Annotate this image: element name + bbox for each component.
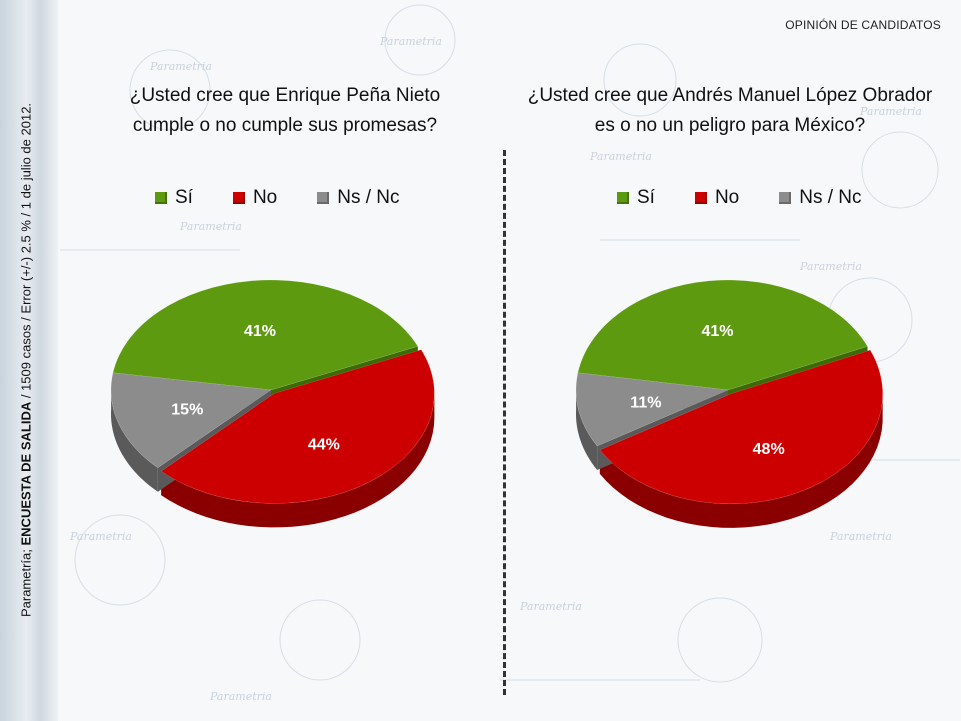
pie-slice-si	[112, 279, 419, 391]
pie-label-nsnc: 15%	[171, 402, 203, 419]
legend-right: Sí No Ns / Nc	[617, 187, 902, 209]
legend-swatch-no	[232, 192, 245, 204]
legend-swatch-no	[694, 192, 707, 204]
legend-item-si: Sí	[617, 187, 655, 209]
pie-label-nsnc: 11%	[630, 394, 661, 411]
pie-slice-wall-no	[599, 390, 883, 528]
legend-label-si: Sí	[637, 187, 655, 208]
legend-label-si: Sí	[175, 187, 193, 208]
legend-swatch-nsnc	[779, 192, 792, 204]
legend-item-no: No	[694, 187, 740, 209]
legend-label-nsnc: Ns / Nc	[337, 187, 400, 208]
pie-slice-no	[599, 349, 883, 505]
legend-swatch-nsnc	[317, 192, 330, 204]
chart-title-left: ¿Usted cree que Enrique Peña Nieto cumpl…	[70, 81, 500, 141]
pie-slice-wall-nsnc	[576, 386, 598, 470]
legend-left: Sí No Ns / Nc	[155, 187, 440, 209]
svg-text:Parametria: Parametria	[209, 690, 272, 703]
legend-item-nsnc: Ns / Nc	[779, 187, 862, 209]
divider-line	[503, 150, 506, 695]
svg-text:Parametria: Parametria	[859, 105, 922, 118]
svg-text:Parametria: Parametria	[519, 600, 582, 613]
legend-item-nsnc: Ns / Nc	[317, 187, 400, 209]
legend-label-no: No	[252, 187, 278, 208]
chart-title-left-line1: ¿Usted cree que Enrique Peña Nieto	[129, 85, 441, 106]
legend-swatch-si	[155, 192, 167, 204]
legend-item-si: Sí	[155, 187, 193, 209]
source-note: Parametría; ENCUESTA DE SALIDA / 1509 ca…	[19, 103, 34, 617]
svg-text:Parametria: Parametria	[379, 35, 442, 48]
chart-title-right-line1: ¿Usted cree que Andrés Manuel López Obra…	[527, 85, 933, 106]
pie-chart-right: 41% 48% 11%	[575, 279, 883, 528]
pie-slice-no	[160, 349, 435, 504]
source-rest: / 1509 casos / Error (+/-) 2.5 % / 1 de …	[18, 102, 34, 402]
pie-slice-si	[577, 279, 868, 391]
pie-label-si: 41%	[244, 323, 276, 340]
source-bold: ENCUESTA DE SALIDA	[18, 401, 34, 546]
legend-swatch-si	[617, 192, 629, 204]
pie-slice-nsnc	[575, 372, 729, 447]
chart-title-right: ¿Usted cree que Andrés Manuel López Obra…	[515, 81, 945, 141]
pie-slice-wall-nsnc	[111, 385, 158, 492]
side-strip	[0, 0, 58, 721]
source-prefix: Parametría;	[18, 545, 34, 618]
svg-text:Parametria: Parametria	[589, 150, 652, 163]
svg-text:Parametria: Parametria	[179, 220, 242, 233]
legend-label-nsnc: Ns / Nc	[799, 187, 862, 208]
svg-text:Parametria: Parametria	[829, 530, 892, 543]
legend-item-no: No	[232, 187, 278, 209]
svg-text:Parametria: Parametria	[69, 530, 132, 543]
pie-chart-left: 41% 44% 15%	[110, 279, 435, 528]
chart-title-right-line2: es o no un peligro para México?	[594, 115, 866, 136]
pie-slice-nsnc	[110, 372, 272, 469]
svg-text:Parametria: Parametria	[149, 60, 212, 73]
pie-label-no: 44%	[308, 436, 340, 453]
chart-title-left-line2: cumple o no cumple sus promesas?	[132, 115, 438, 136]
pie-label-si: 41%	[702, 323, 734, 340]
legend-label-no: No	[714, 187, 740, 208]
section-tag: OPINIÓN DE CANDIDATOS	[785, 18, 941, 32]
pie-slice-wall-no	[161, 394, 435, 528]
svg-text:Parametria: Parametria	[799, 260, 862, 273]
pie-label-no: 48%	[753, 441, 785, 458]
